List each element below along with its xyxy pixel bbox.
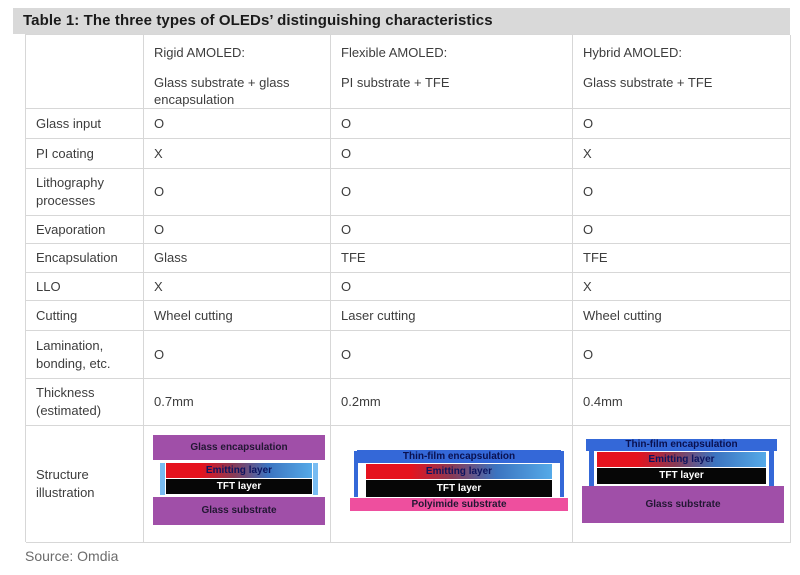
cell-pi-coating-rigid: X: [144, 139, 331, 169]
row-label-thickness: Thickness (estimated): [26, 379, 144, 426]
header-empty-cell: [26, 35, 144, 109]
cell-glass-input-hybrid: O: [573, 109, 791, 139]
hybrid-right-seal: [769, 441, 774, 486]
row-label-pi-coating: PI coating: [26, 139, 144, 169]
flexible-thin-film-encapsulation-layer: Thin-film encapsulation: [357, 450, 561, 463]
cell-llo-rigid: X: [144, 273, 331, 301]
flexible-tft-layer: TFT layer: [366, 480, 552, 497]
header-flexible: Flexible AMOLED: PI substrate + TFE: [331, 35, 573, 109]
cell-cutting-hybrid: Wheel cutting: [573, 301, 791, 331]
cell-encapsulation-hybrid: TFE: [573, 244, 791, 273]
rigid-glass-substrate-layer: Glass substrate: [153, 497, 325, 525]
cell-evaporation-flexible: O: [331, 216, 573, 244]
hybrid-thin-film-encapsulation-layer: Thin-film encapsulation: [586, 439, 777, 451]
cell-llo-flexible: O: [331, 273, 573, 301]
table-title: Table 1: The three types of OLEDs’ disti…: [13, 8, 790, 34]
rigid-tft-layer: TFT layer: [166, 479, 312, 494]
cell-evaporation-rigid: O: [144, 216, 331, 244]
structure-cell-hybrid: Thin-film encapsulation Emitting layer T…: [573, 426, 791, 543]
flexible-polyimide-substrate-layer: Polyimide substrate: [350, 498, 568, 511]
hybrid-emitting-layer: Emitting layer: [597, 452, 766, 467]
structure-cell-rigid: Glass encapsulation Emitting layer TFT l…: [144, 426, 331, 543]
row-label-lamination: Lamination, bonding, etc.: [26, 331, 144, 379]
characteristics-table: Rigid AMOLED: Glass substrate + glass en…: [25, 34, 791, 543]
rigid-right-seal: [313, 463, 318, 495]
cell-thickness-rigid: 0.7mm: [144, 379, 331, 426]
cell-lamination-hybrid: O: [573, 331, 791, 379]
flexible-left-seal: [354, 451, 358, 497]
cell-thickness-hybrid: 0.4mm: [573, 379, 791, 426]
cell-encapsulation-rigid: Glass: [144, 244, 331, 273]
hybrid-left-seal: [589, 441, 594, 486]
hybrid-tft-layer: TFT layer: [597, 468, 766, 484]
row-label-evaporation: Evaporation: [26, 216, 144, 244]
row-label-structure-illustration: Structure illustration: [26, 426, 144, 543]
cell-pi-coating-flexible: O: [331, 139, 573, 169]
cell-glass-input-flexible: O: [331, 109, 573, 139]
flexible-structure-diagram: Thin-film encapsulation Emitting layer T…: [350, 450, 568, 511]
cell-lithography-rigid: O: [144, 169, 331, 216]
cell-cutting-rigid: Wheel cutting: [144, 301, 331, 331]
column-title-flexible: Flexible AMOLED:: [341, 45, 448, 60]
cell-lamination-flexible: O: [331, 331, 573, 379]
cell-evaporation-hybrid: O: [573, 216, 791, 244]
cell-pi-coating-hybrid: X: [573, 139, 791, 169]
column-title-hybrid: Hybrid AMOLED:: [583, 45, 682, 60]
column-subtitle-hybrid: Glass substrate + TFE: [583, 74, 713, 90]
header-hybrid: Hybrid AMOLED: Glass substrate + TFE: [573, 35, 791, 109]
column-subtitle-flexible: PI substrate + TFE: [341, 74, 450, 90]
rigid-glass-encapsulation-layer: Glass encapsulation: [153, 435, 325, 460]
row-label-cutting: Cutting: [26, 301, 144, 331]
cell-encapsulation-flexible: TFE: [331, 244, 573, 273]
cell-cutting-flexible: Laser cutting: [331, 301, 573, 331]
header-rigid: Rigid AMOLED: Glass substrate + glass en…: [144, 35, 331, 109]
source-note: Source: Omdia: [25, 548, 119, 564]
rigid-left-seal: [160, 463, 165, 495]
structure-cell-flexible: Thin-film encapsulation Emitting layer T…: [331, 426, 573, 543]
rigid-structure-diagram: Glass encapsulation Emitting layer TFT l…: [153, 435, 325, 525]
cell-lithography-hybrid: O: [573, 169, 791, 216]
cell-llo-hybrid: X: [573, 273, 791, 301]
cell-glass-input-rigid: O: [144, 109, 331, 139]
rigid-emitting-layer: Emitting layer: [166, 463, 312, 478]
cell-lithography-flexible: O: [331, 169, 573, 216]
flexible-emitting-layer: Emitting layer: [366, 464, 552, 479]
row-label-glass-input: Glass input: [26, 109, 144, 139]
row-label-encapsulation: Encapsulation: [26, 244, 144, 273]
column-subtitle-rigid: Glass substrate + glass encapsulation: [154, 74, 290, 108]
hybrid-glass-substrate-layer: Glass substrate: [582, 486, 784, 523]
hybrid-structure-diagram: Thin-film encapsulation Emitting layer T…: [582, 439, 784, 523]
row-label-lithography: Lithography processes: [26, 169, 144, 216]
flexible-right-seal: [560, 451, 564, 497]
row-label-llo: LLO: [26, 273, 144, 301]
cell-lamination-rigid: O: [144, 331, 331, 379]
cell-thickness-flexible: 0.2mm: [331, 379, 573, 426]
column-title-rigid: Rigid AMOLED:: [154, 45, 246, 60]
